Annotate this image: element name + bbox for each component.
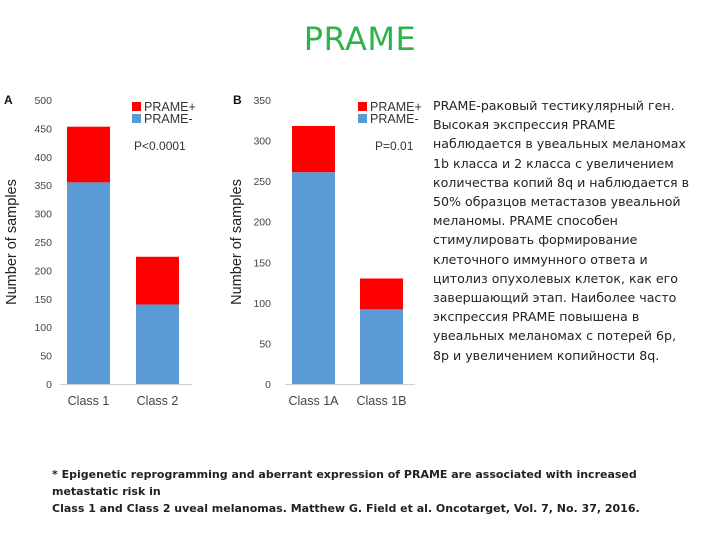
chart-panel-a: A Number of samples 0 50 100 150 200 250 300 350 4…	[0, 88, 225, 418]
footnote-line: * Epigenetic reprogramming and aberrant …	[52, 468, 637, 498]
legend-swatch	[358, 114, 367, 123]
p-value-annotation: P<0.0001	[134, 139, 186, 153]
description-line: увеальных меланомах с потерей 6р,	[433, 328, 676, 344]
description-line: клеточного иммунного ответа и	[433, 251, 648, 267]
y-tick-label: 500	[34, 95, 52, 107]
description-text: PRAME-раковый тестикулярный ген. Высокая…	[433, 96, 705, 365]
y-tick-label: 50	[259, 338, 271, 350]
x-tick-label: Class 2	[137, 394, 179, 408]
description-line: Высокая экспрессия PRAME	[433, 117, 616, 133]
description-line: количества копий 8q и наблюдается в	[433, 174, 690, 190]
chart-b-svg: B Number of samples 0 50 100 150 200 250 300 350 C…	[229, 93, 422, 408]
bar-prame--class-1a	[292, 172, 335, 384]
chart-a-svg: A Number of samples 0 50 100 150 200 250 300 350 4…	[4, 93, 196, 408]
legend-swatch	[358, 102, 367, 111]
description-line: 8р и увеличением копийности 8q.	[433, 347, 660, 363]
y-tick-label: 250	[34, 237, 52, 249]
y-tick-label: 300	[253, 136, 271, 148]
x-tick-label: Class 1B	[356, 394, 406, 408]
description-line: экспрессия PRAME повышена в	[433, 309, 640, 325]
legend-label: PRAME+	[370, 100, 422, 114]
y-tick-label: 50	[40, 351, 52, 363]
footnote-citation: * Epigenetic reprogramming and aberrant …	[52, 466, 692, 517]
legend-label: PRAME-	[144, 112, 193, 126]
description-line: PRAME-раковый тестикулярный ген.	[433, 98, 675, 113]
footnote-line: Class 1 and Class 2 uveal melanomas. Mat…	[52, 502, 640, 515]
bar-prame--class-2	[136, 304, 179, 384]
y-axis-label: Number of samples	[4, 179, 20, 305]
bar-prame--class-1b	[360, 309, 403, 384]
chart-panel-b: B Number of samples 0 50 100 150 200 250 300 350 C…	[225, 88, 425, 418]
y-tick-label: 200	[34, 265, 52, 277]
bar-prame--class-1	[67, 182, 110, 384]
y-tick-label: 300	[34, 209, 52, 221]
bar-prame--class-1b	[360, 278, 403, 310]
description-line: 1b класса и 2 класса с увеличением	[433, 155, 674, 171]
legend-label: PRAME+	[144, 100, 196, 114]
description-line: 50% образцов метастазов увеальной	[433, 194, 681, 210]
legend-label: PRAME-	[370, 112, 419, 126]
y-tick-label: 0	[46, 379, 52, 391]
page-title: PRAME	[303, 20, 417, 58]
y-tick-label: 400	[34, 152, 52, 164]
y-tick-label: 100	[253, 298, 271, 310]
x-tick-label: Class 1	[68, 394, 110, 408]
bar-prame--class-1a	[292, 125, 335, 173]
y-tick-label: 250	[253, 176, 271, 188]
y-tick-label: 150	[34, 294, 52, 306]
y-tick-label: 200	[253, 217, 271, 229]
p-value-annotation: P=0.01	[375, 139, 414, 153]
x-tick-label: Class 1A	[288, 394, 339, 408]
panel-label: A	[4, 93, 13, 107]
y-tick-label: 350	[34, 180, 52, 192]
y-tick-label: 450	[34, 123, 52, 135]
description-line: меланомы. PRAME способен	[433, 213, 618, 229]
y-tick-label: 350	[253, 95, 271, 107]
description-line: стимулировать формирование	[433, 232, 638, 248]
description-line: завершающий этап. Наиболее часто	[433, 290, 677, 306]
y-axis-label: Number of samples	[229, 179, 245, 305]
bar-prame--class-1	[67, 126, 110, 183]
legend-swatch	[132, 102, 141, 111]
panel-label: B	[233, 93, 242, 107]
bar-prame--class-2	[136, 256, 179, 305]
legend-swatch	[132, 114, 141, 123]
y-tick-label: 150	[253, 257, 271, 269]
y-tick-label: 100	[34, 322, 52, 334]
y-tick-label: 0	[265, 379, 271, 391]
description-line: наблюдается в увеальных меланомах	[433, 136, 686, 152]
description-line: цитолиз опухолевых клеток, как его	[433, 270, 678, 286]
